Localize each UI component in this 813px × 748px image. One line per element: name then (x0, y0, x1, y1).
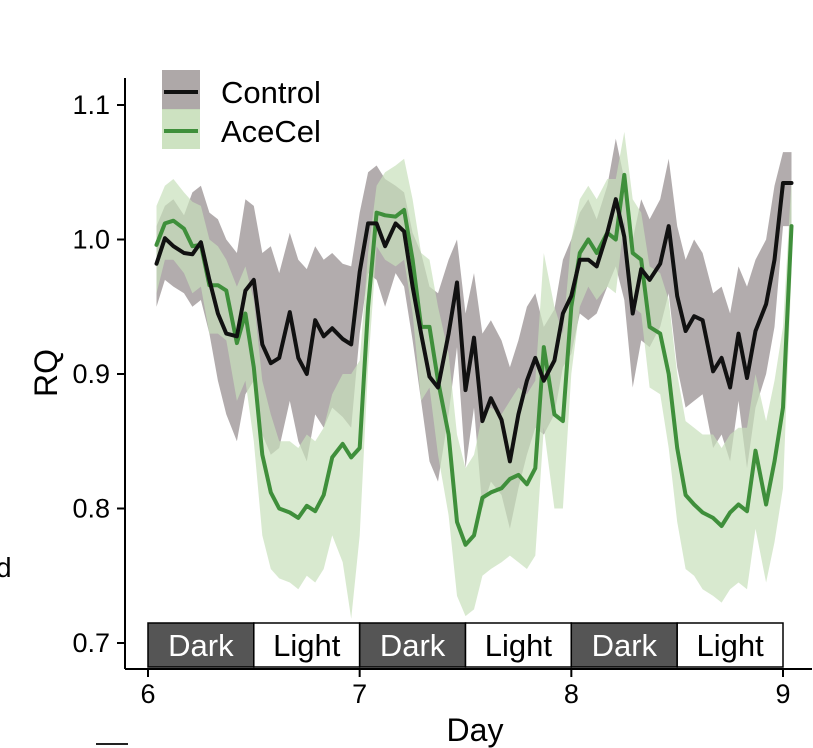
phase-label-4: Light (485, 628, 553, 663)
phase-label-3: Dark (380, 628, 446, 663)
x-tick-label: 6 (140, 679, 155, 709)
series-lines (154, 172, 794, 547)
x-axis-title: Day (447, 712, 504, 748)
acecel-series-line (154, 172, 794, 547)
clipped-text-fragment: d (0, 552, 12, 583)
legend-label-acecel: AceCel (221, 114, 321, 149)
phase-light-4 (464, 622, 573, 668)
y-ticks: 0.7 0.8 0.9 1.0 1.1 (72, 90, 125, 658)
legend: Control AceCel (162, 70, 321, 149)
phase-light-2 (253, 622, 361, 668)
phase-dark-1 (147, 622, 255, 668)
x-tick-label: 7 (352, 679, 367, 709)
control-confidence-band (156, 138, 792, 529)
phase-label-5: Dark (592, 628, 658, 663)
phase-label-1: Dark (168, 628, 234, 663)
phase-light-6 (676, 622, 784, 668)
clipped-line-fragment (96, 743, 128, 745)
x-tick-label: 9 (775, 679, 790, 709)
light-dark-phase-bar: Dark Light Dark Light Dark Light (147, 622, 784, 668)
phase-label-6: Light (696, 628, 764, 663)
control-series-line (154, 181, 794, 464)
x-ticks: 6 7 8 9 (140, 669, 791, 709)
confidence-bands (156, 131, 792, 619)
y-tick-label: 1.1 (72, 90, 110, 120)
y-tick-label: 0.8 (72, 494, 110, 524)
phase-dark-5 (570, 622, 678, 668)
legend-label-control: Control (221, 75, 321, 110)
x-tick-label: 8 (564, 679, 579, 709)
phase-dark-3 (358, 622, 467, 668)
y-tick-label: 1.0 (72, 225, 110, 255)
y-tick-label: 0.9 (72, 359, 110, 389)
phase-label-2: Light (273, 628, 341, 663)
y-axis-title: RQ (28, 349, 64, 397)
y-tick-label: 0.7 (72, 628, 110, 658)
